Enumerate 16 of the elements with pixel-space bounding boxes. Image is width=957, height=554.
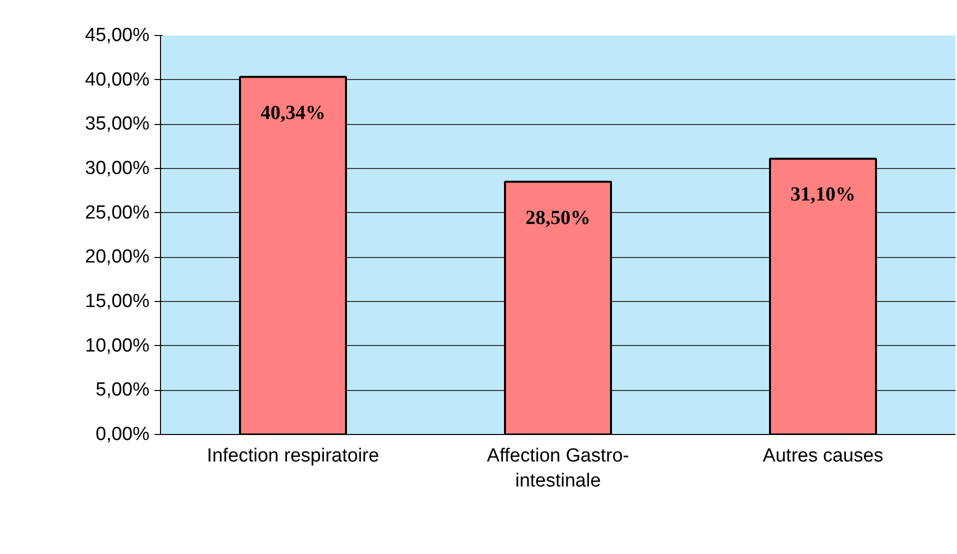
- x-tick-label: Infection respiratoire: [206, 446, 380, 466]
- y-tick-label: 20,00%: [85, 246, 150, 268]
- y-tick-label: 15,00%: [85, 291, 150, 312]
- y-tick-label: 40,00%: [85, 69, 150, 90]
- y-tick-label: 0,00%: [96, 424, 150, 445]
- data-label: 31,10%: [790, 184, 856, 206]
- y-tick-label: 45,00%: [85, 25, 150, 46]
- y-tick-label: 35,00%: [85, 114, 150, 135]
- x-tick-label: Autres causes: [762, 446, 884, 466]
- y-tick-label: 30,00%: [85, 158, 150, 179]
- x-tick-label: Affection Gastro-intestinale: [486, 446, 630, 492]
- data-label: 28,50%: [526, 206, 590, 229]
- y-tick-label: 10,00%: [85, 335, 150, 356]
- data-label: 40,34%: [260, 102, 326, 124]
- y-tick-label: 5,00%: [96, 380, 150, 401]
- y-tick-label: 25,00%: [85, 202, 150, 224]
